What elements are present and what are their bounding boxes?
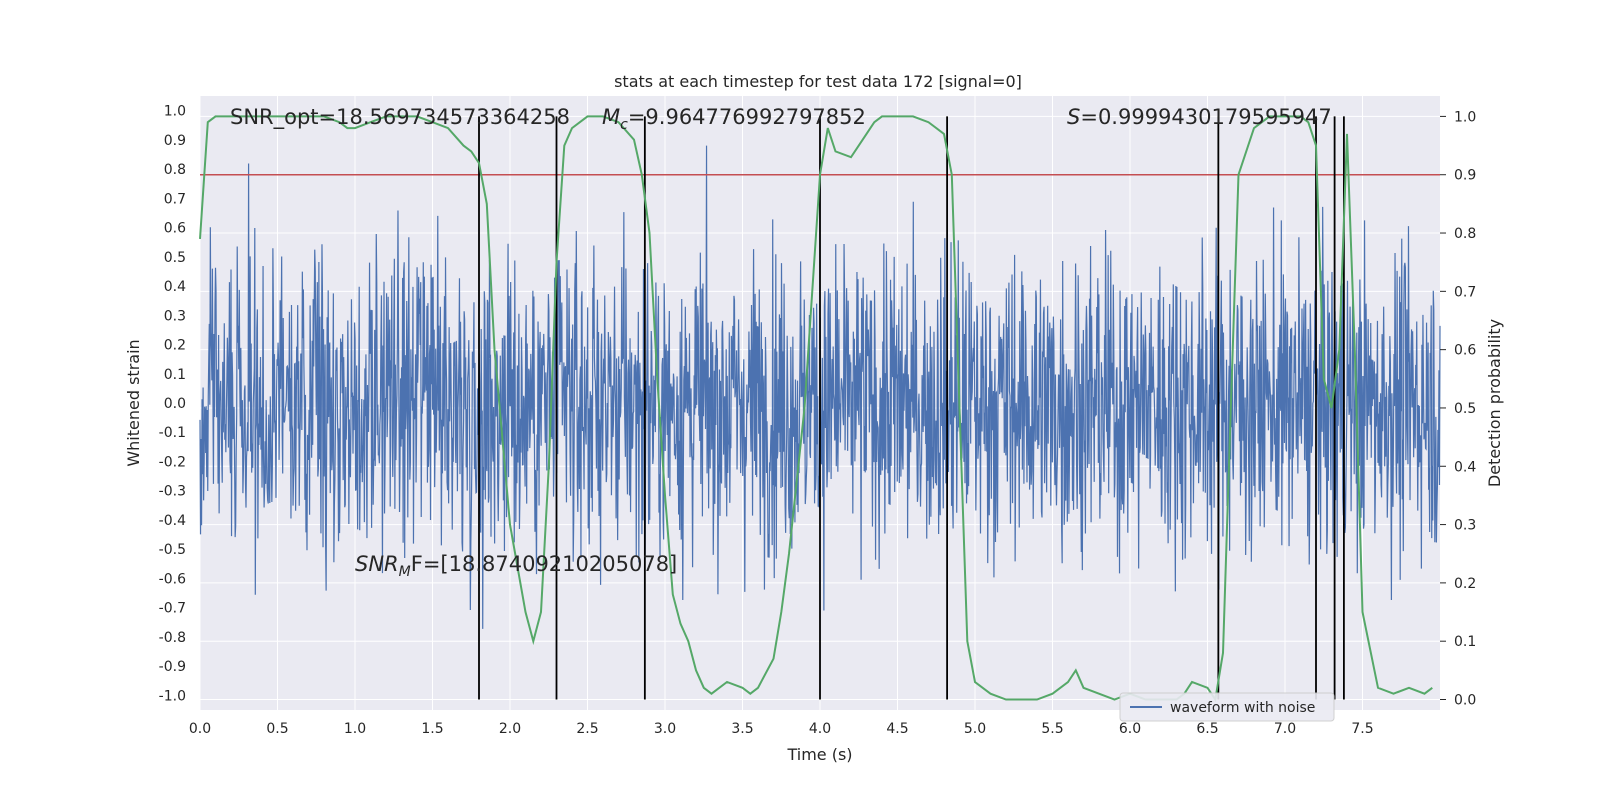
x-tick-label: 1.5 [421, 721, 443, 737]
y2-tick-label: 0.8 [1454, 226, 1476, 242]
x-tick-label: 1.0 [344, 721, 366, 737]
chirp-mass-subscript: c [620, 117, 628, 133]
y-tick-label: -0.6 [159, 571, 186, 587]
chart-title: stats at each timestep for test data 172… [614, 72, 1022, 91]
snr-mf-symbol: SNR [355, 552, 399, 576]
y-tick-label: 1.0 [164, 104, 186, 120]
y-tick-label: -0.2 [159, 454, 186, 470]
y-tick-labels: 1.0 0.9 0.8 0.7 0.6 0.5 0.4 0.3 0.2 0.1 0.0 -0.1 -0.… [159, 104, 186, 705]
y-tick-label: 0.7 [164, 191, 186, 207]
y-tick-label: -1.0 [159, 688, 186, 704]
x-tick-label: 6.0 [1119, 721, 1141, 737]
snr-mf-value: F=[18.87409210205078] [411, 552, 678, 576]
y2-tick-label: 0.3 [1454, 518, 1476, 534]
y-tick-label: 0.5 [164, 250, 186, 266]
y-tick-label: 0.2 [164, 338, 186, 354]
y-tick-label: -0.4 [159, 513, 186, 529]
x-tick-labels: 0.0 0.5 1.0 1.5 2.0 2.5 3.0 3.5 4.0 4.5 5.0 5.5 6.0 6… [189, 721, 1374, 737]
y-tick-label: 0.1 [164, 367, 186, 383]
y-tick-label: 0.9 [164, 133, 186, 149]
s-annotation: S=0.9999430179595947 [1067, 105, 1332, 129]
y2-tick-label: 0.9 [1454, 168, 1476, 184]
y-tick-label: 0.3 [164, 308, 186, 324]
y-tick-label: 0.4 [164, 279, 186, 295]
y-axis-label: Whitened strain [124, 339, 143, 466]
y2-tick-label: 0.5 [1454, 401, 1476, 417]
snr-mf-subscript: M [399, 564, 411, 580]
legend-box [1119, 692, 1335, 722]
y2-tick-label: 0.6 [1454, 343, 1476, 359]
legend: waveform with noise [1119, 692, 1335, 722]
x-tick-label: 6.5 [1196, 721, 1218, 737]
x-tick-label: 0.5 [266, 721, 288, 737]
x-tick-label: 3.5 [731, 721, 753, 737]
x-axis-label: Time (s) [786, 745, 852, 764]
legend-label-waveform: waveform with noise [1170, 700, 1315, 716]
s-value: =0.9999430179595947 [1080, 105, 1331, 129]
y2-tick-labels: 1.0 0.9 0.8 0.7 0.6 0.5 0.4 0.3 0.2 0.1 0.0 [1440, 109, 1476, 709]
y-tick-label: 0.8 [164, 162, 186, 178]
snr-opt-annotation: SNR_opt=18.569734573364258 [230, 105, 570, 130]
y2-tick-label: 0.1 [1454, 634, 1476, 650]
chirp-mass-symbol: M [602, 105, 620, 129]
chirp-mass-annotation: Mc=9.964776992797852 [602, 105, 866, 133]
x-tick-label: 7.5 [1351, 721, 1373, 737]
x-tick-label: 4.0 [809, 721, 831, 737]
y2-tick-label: 0.0 [1454, 693, 1476, 709]
x-tick-label: 7.0 [1274, 721, 1296, 737]
y2-tick-label: 0.4 [1454, 459, 1476, 475]
y-tick-label: 0.6 [164, 221, 186, 237]
x-tick-label: 2.0 [499, 721, 521, 737]
x-tick-label: 2.5 [576, 721, 598, 737]
x-tick-label: 5.5 [1041, 721, 1063, 737]
y-tick-label: -0.5 [159, 542, 186, 558]
x-tick-label: 4.5 [886, 721, 908, 737]
y-tick-label: -0.3 [159, 484, 186, 500]
event-lines [478, 116, 1345, 700]
snr-mf-annotation: SNRMF=[18.87409210205078] [355, 552, 677, 580]
y2-tick-label: 0.7 [1454, 284, 1476, 300]
s-symbol: S [1067, 105, 1080, 129]
y2-tick-label: 1.0 [1454, 109, 1476, 125]
y-tick-label: -0.1 [159, 425, 186, 441]
y-tick-label: -0.7 [159, 601, 186, 617]
x-tick-label: 3.0 [654, 721, 676, 737]
y-tick-label: 0.0 [164, 396, 186, 412]
x-tick-label: 0.0 [189, 721, 211, 737]
y-tick-label: -0.9 [159, 659, 186, 675]
y-tick-label: -0.8 [159, 630, 186, 646]
y2-tick-label: 0.2 [1454, 576, 1476, 592]
y2-axis-label: Detection probability [1485, 319, 1504, 487]
probability-line [199, 115, 1433, 703]
x-tick-label: 5.0 [964, 721, 986, 737]
chirp-mass-value: =9.964776992797852 [628, 105, 866, 129]
